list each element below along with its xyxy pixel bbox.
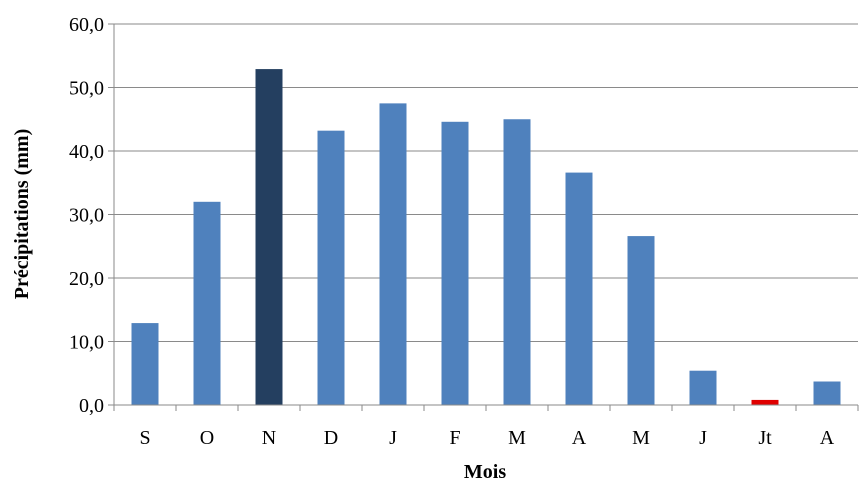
bar-6 xyxy=(503,119,531,405)
bar-1 xyxy=(193,201,221,405)
bar-3 xyxy=(317,130,345,405)
tick-labels: 0,0 10,0 20,0 30,0 40,0 50,0 60,0 S O N D J F M A M J Jt A xyxy=(69,14,835,449)
x-tick-label: O xyxy=(200,427,214,449)
bar-10 xyxy=(751,399,779,405)
y-axis-title: Précipitations (mm) xyxy=(11,129,33,300)
x-tick-label: J xyxy=(699,427,707,449)
y-tick-label: 10,0 xyxy=(69,332,104,354)
x-tick-label: M xyxy=(632,427,650,449)
bar-8 xyxy=(627,236,655,405)
bar-2 xyxy=(255,69,283,406)
y-tick-label: 60,0 xyxy=(69,14,104,36)
x-tick-label: J xyxy=(389,427,397,449)
x-tick-label: D xyxy=(324,427,338,449)
x-tick-label: Jt xyxy=(758,427,772,449)
x-tick-label: A xyxy=(820,427,835,449)
gridlines xyxy=(114,23,858,342)
bars xyxy=(131,69,841,406)
bar-11 xyxy=(813,381,841,405)
x-axis-title: Mois xyxy=(464,461,506,483)
axes xyxy=(108,23,859,411)
y-tick-label: 0,0 xyxy=(79,395,104,417)
bar-5 xyxy=(441,121,469,405)
y-tick-label: 40,0 xyxy=(69,141,104,163)
bar-9 xyxy=(689,370,717,405)
x-tick-label: S xyxy=(139,427,150,449)
x-tick-label: M xyxy=(508,427,526,449)
y-tick-label: 20,0 xyxy=(69,268,104,290)
x-tick-label: F xyxy=(449,427,460,449)
y-tick-label: 30,0 xyxy=(69,205,104,227)
bar-4 xyxy=(379,103,407,405)
bar-7 xyxy=(565,172,593,405)
y-tick-label: 50,0 xyxy=(69,78,104,100)
bar-0 xyxy=(131,323,159,405)
x-tick-label: N xyxy=(262,427,276,449)
x-tick-label: A xyxy=(572,427,587,449)
